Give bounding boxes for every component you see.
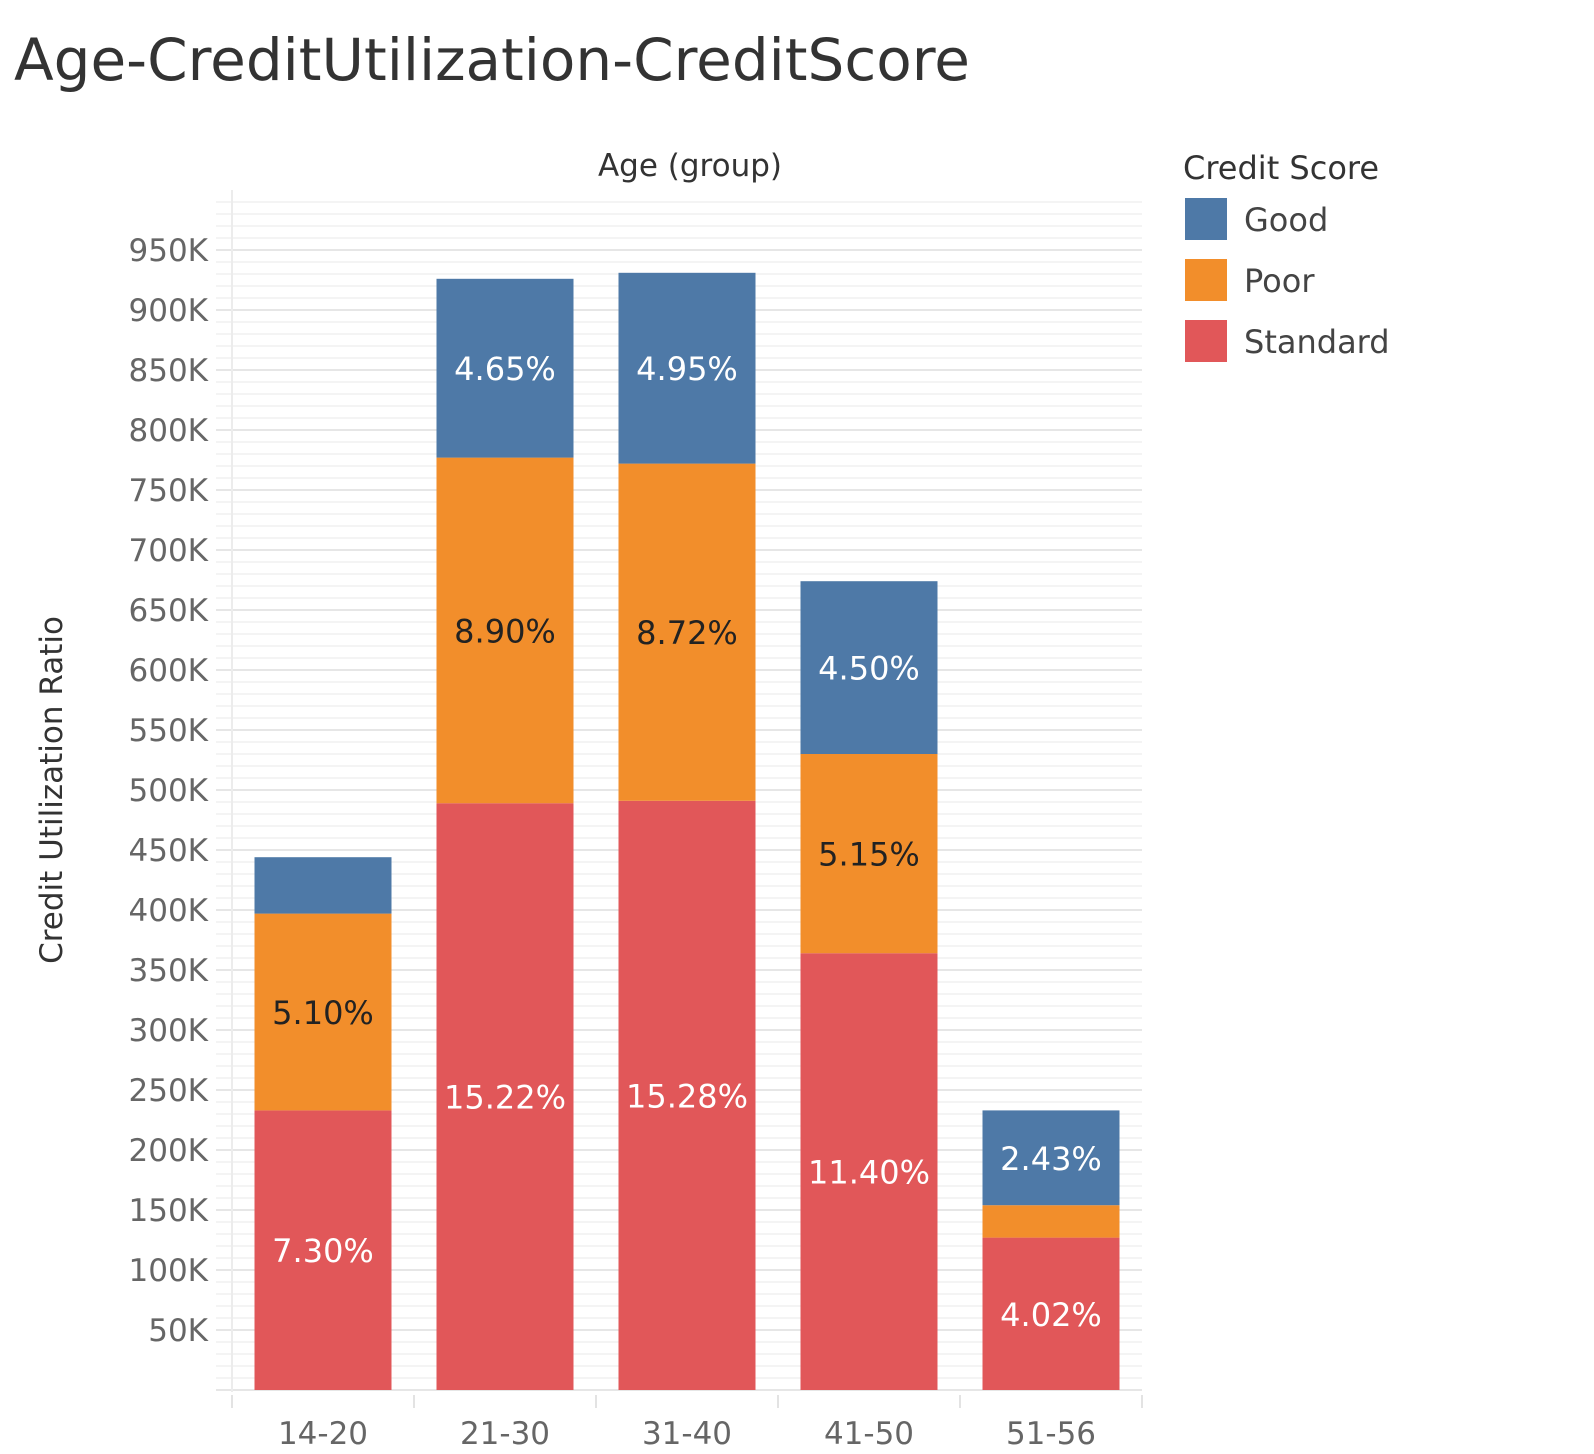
y-axis: 50K 100K 150K 200K 250K 300K 350K 400K 450K 500K 5… <box>129 233 209 1349</box>
x-tick-label: 31-40 <box>642 1416 732 1452</box>
bar-segment-poor <box>618 463 756 801</box>
data-label: 15.28% <box>626 1077 748 1115</box>
data-label: 5.10% <box>272 994 374 1032</box>
legend-label-poor: Poor <box>1244 262 1315 300</box>
bar-segment-poor <box>436 457 574 804</box>
legend-label-good: Good <box>1244 201 1328 239</box>
y-tick-label: 500K <box>129 773 209 809</box>
bar-segment-standard <box>618 800 756 1390</box>
data-label: 8.72% <box>636 614 738 652</box>
y-tick-label: 300K <box>129 1013 209 1049</box>
y-tick-label: 900K <box>129 293 209 329</box>
y-tick-label: 450K <box>129 833 209 869</box>
y-tick-label: 200K <box>129 1133 209 1169</box>
bar-segment-good <box>436 278 574 458</box>
bar-segment-poor <box>982 1205 1120 1238</box>
data-label: 7.30% <box>272 1232 374 1270</box>
legend-title: Credit Score <box>1183 149 1379 187</box>
data-label: 4.02% <box>1000 1296 1102 1334</box>
y-tick-label: 950K <box>129 233 209 269</box>
y-tick-label: 150K <box>129 1193 209 1229</box>
data-label: 4.95% <box>636 350 738 388</box>
y-tick-label: 250K <box>129 1073 209 1109</box>
data-label: 8.90% <box>454 612 556 650</box>
bar-segment-good <box>618 272 756 464</box>
y-tick-label: 700K <box>129 533 209 569</box>
bar-segment-good <box>254 857 392 914</box>
legend-swatch-good <box>1185 198 1227 240</box>
data-label: 15.22% <box>444 1079 566 1117</box>
x-axis: 14-20 21-30 31-40 41-50 51-56 <box>231 1395 1143 1452</box>
y-tick-label: 350K <box>129 953 209 989</box>
x-tick-label: 41-50 <box>824 1416 914 1452</box>
bar-segment-standard <box>436 803 574 1390</box>
y-tick-label: 600K <box>129 653 209 689</box>
y-tick-label: 50K <box>148 1313 208 1349</box>
data-label: 2.43% <box>1000 1140 1102 1178</box>
x-axis-title: Age (group) <box>598 148 782 184</box>
x-tick-label: 51-56 <box>1006 1416 1096 1452</box>
data-label: 4.50% <box>818 650 920 688</box>
y-tick-label: 400K <box>129 893 209 929</box>
data-label: 5.15% <box>818 836 920 874</box>
data-labels: 7.30% 5.10% 15.22% 8.90% 4.65% 15.28% 8.72% 4.9… <box>272 350 1102 1334</box>
y-tick-label: 850K <box>129 353 209 389</box>
x-tick-label: 21-30 <box>460 1416 550 1452</box>
y-tick-label: 800K <box>129 413 209 449</box>
y-tick-label: 650K <box>129 593 209 629</box>
bar-segment-good <box>982 1110 1120 1206</box>
bars <box>254 272 1120 1390</box>
y-tick-label: 100K <box>129 1253 209 1289</box>
y-tick-label: 750K <box>129 473 209 509</box>
bar-segment-standard <box>982 1237 1120 1390</box>
chart-title: Age-CreditUtilization-CreditScore <box>14 26 970 94</box>
y-tick-label: 550K <box>129 713 209 749</box>
bar-segment-standard <box>800 953 938 1390</box>
legend-swatch-poor <box>1185 259 1227 301</box>
y-axis-title: Credit Utilization Ratio <box>34 616 70 964</box>
data-label: 11.40% <box>808 1154 930 1192</box>
legend-swatch-standard <box>1185 320 1227 362</box>
bar-segment-standard <box>254 1110 392 1390</box>
x-tick-label: 14-20 <box>278 1416 368 1452</box>
legend-label-standard: Standard <box>1244 323 1390 361</box>
bar-segment-poor <box>254 913 392 1111</box>
bar-segment-poor <box>800 754 938 954</box>
data-label: 4.65% <box>454 350 556 388</box>
bar-segment-good <box>800 581 938 754</box>
legend: Credit Score Good Poor Standard <box>1183 149 1390 362</box>
